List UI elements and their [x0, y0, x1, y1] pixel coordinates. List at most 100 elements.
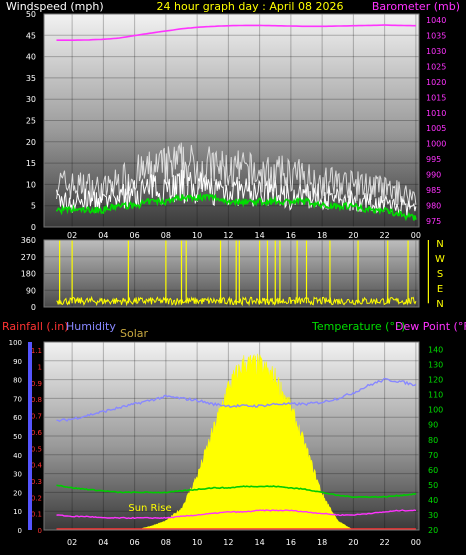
- humidity-tick-label: 70: [13, 395, 22, 403]
- rainfall-tick-label: 0.8: [31, 396, 42, 404]
- temperature-tick-label: 30: [428, 511, 438, 520]
- rainfall-tick-label: 0.9: [31, 380, 42, 388]
- humidity-tick-label: 20: [13, 489, 22, 497]
- wind-tick-label: 45: [26, 31, 36, 40]
- graph-title: 24 hour graph day : April 08 2026: [157, 0, 344, 13]
- rainfall-tick-label: 0: [38, 527, 42, 535]
- temperature-tick-label: 120: [428, 376, 443, 385]
- barometer-axis-title: Barometer (mb): [372, 0, 460, 13]
- temperature-tick-label: 20: [428, 526, 438, 535]
- hour-tick-label: 06: [130, 538, 140, 547]
- hour-tick-label: 00: [411, 231, 421, 240]
- rainfall-axis-title: Rainfall (.in): [2, 320, 69, 333]
- solar-area: [142, 353, 362, 531]
- barometer-tick-label: 980: [426, 201, 441, 210]
- direction-tick-label: 0: [31, 303, 36, 312]
- hour-tick-label: 16: [286, 538, 296, 547]
- temperature-tick-label: 50: [428, 481, 438, 490]
- hour-tick-label: 08: [161, 231, 171, 240]
- humidity-tick-label: 0: [18, 527, 22, 535]
- wind-plot-border: [43, 13, 420, 228]
- wind-tick-label: 35: [26, 74, 36, 83]
- hour-tick-label: 06: [130, 231, 140, 240]
- dewpoint-axis-title: Dew Point (°F): [395, 320, 466, 333]
- hour-tick-label: 14: [255, 231, 265, 240]
- humidity-line: [56, 377, 417, 423]
- hour-tick-label: 04: [98, 231, 108, 240]
- direction-plot-border: [43, 239, 420, 308]
- rainfall-tick-label: 0.1: [31, 511, 42, 519]
- hour-tick-label: 08: [161, 538, 171, 547]
- sunrise-label: Sun Rise: [128, 503, 171, 514]
- temperature-tick-label: 130: [428, 361, 443, 370]
- hour-tick-label: 16: [286, 231, 296, 240]
- hour-tick-label: 12: [223, 538, 233, 547]
- rainfall-tick-label: 0.3: [31, 478, 42, 486]
- hour-tick-label: 02: [67, 538, 77, 547]
- humidity-tick-label: 60: [13, 414, 22, 422]
- climate-plot-border: [43, 341, 420, 531]
- wind-axis-title: Windspeed (mph): [6, 0, 104, 13]
- wind-tick-label: 25: [26, 117, 36, 126]
- temperature-tick-label: 100: [428, 406, 443, 415]
- temperature-tick-label: 110: [428, 391, 443, 400]
- direction-line: [56, 295, 417, 307]
- hour-tick-label: 20: [348, 538, 358, 547]
- wind-tick-labels: 0510152025303540455097598098599099510001…: [26, 10, 447, 240]
- wind-tick-label: 40: [26, 53, 36, 62]
- wind-tick-label: 30: [26, 95, 36, 104]
- direction-tick-label: 90: [26, 286, 36, 295]
- compass-label: S: [437, 269, 443, 280]
- rainfall-tick-label: 0.5: [31, 445, 42, 453]
- temperature-tick-label: 140: [428, 346, 443, 355]
- wind-tick-label: 15: [26, 159, 36, 168]
- compass-label: N: [436, 239, 443, 250]
- humidity-axis-title: Humidity: [66, 320, 116, 333]
- wind-tick-label: 5: [31, 202, 36, 211]
- humidity-tick-label: 30: [13, 471, 22, 479]
- barometer-tick-label: 1030: [426, 47, 446, 56]
- hour-tick-label: 12: [223, 231, 233, 240]
- rainfall-tick-label: 1.1: [31, 347, 42, 355]
- temperature-tick-label: 60: [428, 466, 438, 475]
- barometer-tick-label: 1005: [426, 124, 446, 133]
- barometer-tick-label: 1040: [426, 16, 446, 25]
- temperature-line: [56, 484, 417, 499]
- hour-tick-label: 10: [192, 538, 202, 547]
- hour-tick-label: 20: [348, 231, 358, 240]
- barometer-tick-label: 985: [426, 186, 441, 195]
- barometer-tick-label: 1025: [426, 62, 446, 71]
- wind-series: [55, 24, 417, 222]
- temperature-axis-title: Temperature (°F): [311, 320, 406, 333]
- temperature-tick-label: 70: [428, 451, 438, 460]
- direction-series: [56, 240, 429, 307]
- barometer-tick-label: 1010: [426, 109, 446, 118]
- barometer-line: [56, 24, 416, 42]
- hour-tick-label: 02: [67, 231, 77, 240]
- dewpoint-line: [56, 509, 417, 520]
- wind-tick-label: 50: [26, 10, 36, 19]
- rainfall-tick-label: 0.7: [31, 413, 42, 421]
- hour-tick-label: 00: [411, 538, 421, 547]
- solar-axis-title: Solar: [120, 327, 149, 340]
- direction-tick-label: 270: [21, 253, 36, 262]
- direction-tick-label: 180: [21, 270, 36, 279]
- hour-tick-label: 04: [98, 538, 108, 547]
- humidity-tick-label: 80: [13, 377, 22, 385]
- rainfall-tick-label: 0.6: [31, 429, 43, 437]
- climate-series: [56, 353, 417, 531]
- barometer-tick-label: 1015: [426, 93, 446, 102]
- humidity-tick-label: 90: [13, 358, 22, 366]
- humidity-tick-label: 100: [9, 339, 22, 347]
- wind-tick-label: 20: [26, 138, 36, 147]
- barometer-tick-label: 1035: [426, 32, 446, 41]
- gust-line: [56, 142, 417, 207]
- hour-tick-label: 14: [255, 538, 265, 547]
- barometer-tick-label: 975: [426, 217, 441, 226]
- average-wind-line: [55, 192, 417, 222]
- rainfall-tick-label: 0.4: [31, 462, 43, 470]
- temperature-tick-label: 80: [428, 436, 438, 445]
- rainfall-tick-label: 0.2: [31, 494, 42, 502]
